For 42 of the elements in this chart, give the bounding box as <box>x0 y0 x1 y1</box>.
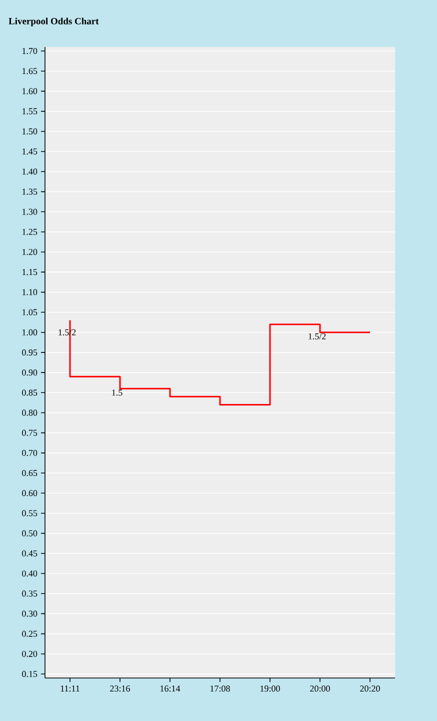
y-tick-label: 1.65 <box>22 68 38 74</box>
y-tick-label: 1.25 <box>22 228 38 235</box>
y-tick-label: 0.50 <box>22 530 38 536</box>
y-tick-label: 0.95 <box>22 349 38 356</box>
y-tick-label: 0.35 <box>22 590 38 597</box>
y-tick-label: 1.50 <box>22 128 38 134</box>
y-tick-label: 0.75 <box>22 430 38 436</box>
y-tick-label: 0.45 <box>22 550 38 556</box>
y-tick-label: 0.85 <box>22 390 38 396</box>
y-tick-label: 1.70 <box>22 48 38 54</box>
y-tick-label: 0.70 <box>22 450 38 456</box>
y-tick-label: 1.00 <box>22 329 38 336</box>
y-tick-label: 0.30 <box>22 610 38 617</box>
y-tick-label: 1.40 <box>22 168 38 175</box>
y-tick-label: 1.05 <box>22 309 38 316</box>
y-tick-label: 1.35 <box>22 188 38 195</box>
x-tick-label: 23:16 <box>110 686 130 692</box>
y-tick-label: 0.60 <box>22 490 38 496</box>
y-tick-label: 1.10 <box>22 289 38 296</box>
x-tick-label: 20:00 <box>310 686 330 692</box>
y-tick-label: 0.80 <box>22 410 38 416</box>
y-tick-label: 0.40 <box>22 570 38 577</box>
y-tick-label: 1.15 <box>22 269 38 276</box>
y-tick-label: 1.55 <box>22 108 38 114</box>
y-tick-label: 0.20 <box>22 650 38 657</box>
y-tick-label: 0.15 <box>22 670 38 678</box>
y-tick-label: 1.30 <box>22 208 38 215</box>
y-tick-label: 0.55 <box>22 510 38 516</box>
annotation: 1.5/2 <box>308 333 326 340</box>
y-tick-label: 0.90 <box>22 369 38 376</box>
x-tick-label: 16:14 <box>160 686 180 692</box>
annotation: 1.5 <box>112 390 122 396</box>
y-tick-label: 1.45 <box>22 148 38 155</box>
x-tick-label: 19:00 <box>260 686 280 692</box>
x-tick-label: 17:08 <box>210 686 230 692</box>
x-tick-label: 11:11 <box>60 686 80 692</box>
y-tick-label: 0.65 <box>22 470 38 476</box>
x-tick-label: 20:20 <box>360 686 380 692</box>
y-tick-label: 0.25 <box>22 630 38 637</box>
chart-title: Liverpool Odds Chart <box>8 18 99 26</box>
y-tick-label: 1.20 <box>22 248 38 256</box>
y-tick-label: 1.60 <box>22 88 38 94</box>
